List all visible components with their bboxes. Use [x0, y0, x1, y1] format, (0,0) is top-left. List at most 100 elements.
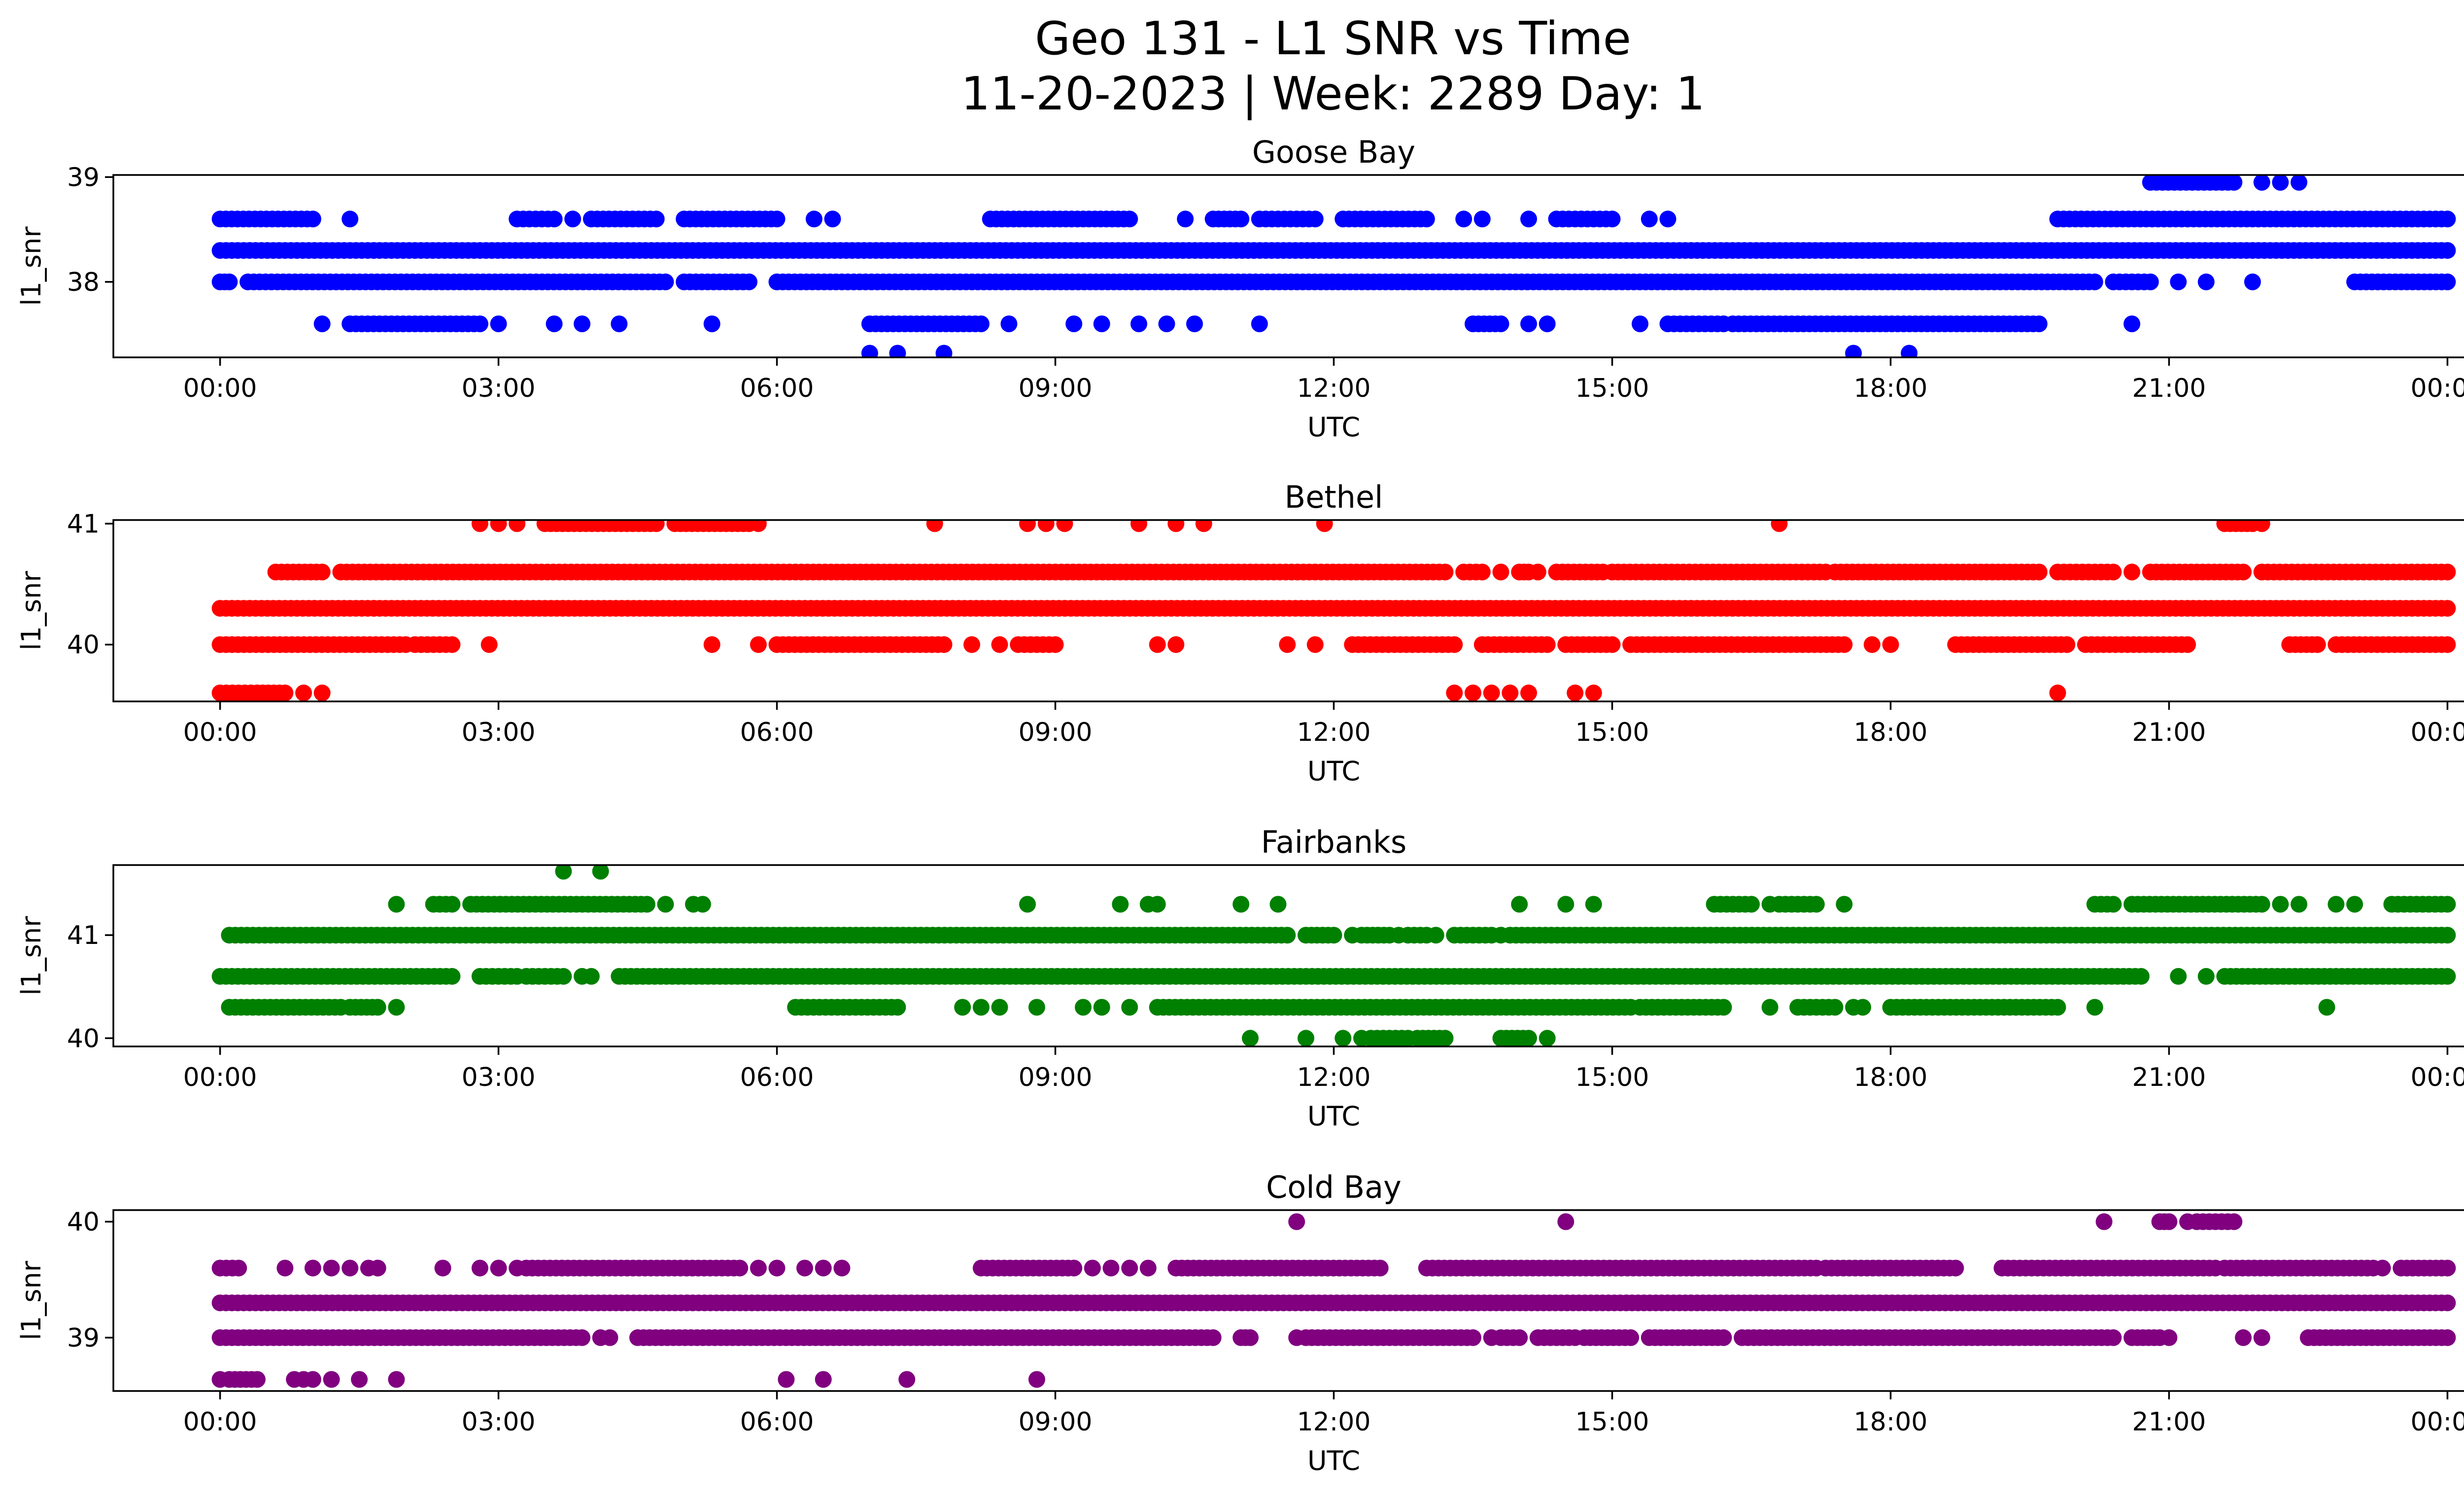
data-point: [1019, 896, 1036, 913]
data-point: [2197, 968, 2215, 985]
data-point: [1084, 1259, 1101, 1277]
data-point: [1047, 636, 1064, 653]
data-point: [778, 1371, 795, 1388]
data-point: [2225, 1213, 2243, 1230]
x-tick-label: 03:00: [462, 1407, 536, 1437]
data-point: [2318, 999, 2335, 1016]
x-tick-label: 15:00: [1575, 1063, 1649, 1092]
figure-title-line1: Geo 131 - L1 SNR vs Time: [1035, 12, 1631, 65]
data-point: [1158, 315, 1175, 332]
y-tick-label: 41: [67, 921, 100, 950]
x-tick-label: 12:00: [1297, 1407, 1371, 1437]
y-tick-label: 38: [67, 268, 100, 297]
x-tick-label: 00:00: [183, 1063, 257, 1092]
data-point: [1483, 684, 1500, 701]
plot-area: [113, 865, 2464, 1046]
data-point: [1836, 636, 1853, 653]
data-point: [1492, 315, 1509, 332]
data-point: [2439, 1294, 2456, 1312]
data-point: [1121, 210, 1138, 228]
subplot-fairbanks: 00:00 03:00 06:00 09:00 12:00 15:00 18:00 21:00…: [16, 824, 2464, 1132]
data-point: [898, 1371, 916, 1388]
data-point: [1056, 520, 1073, 532]
data-point: [2244, 273, 2261, 290]
data-point: [1826, 999, 1844, 1016]
data-point: [1492, 563, 1509, 581]
data-point: [1771, 520, 1788, 532]
data-point: [1298, 1030, 1314, 1046]
data-point: [1520, 1030, 1537, 1046]
y-axis-label: l1_snr: [16, 1260, 47, 1340]
data-point: [230, 1259, 247, 1277]
data-point: [2225, 175, 2243, 191]
data-point: [1251, 315, 1268, 332]
data-point: [471, 1259, 488, 1277]
data-point: [1520, 684, 1537, 701]
data-point: [1325, 927, 1342, 944]
data-point: [2179, 636, 2196, 653]
data-point: [954, 999, 971, 1016]
data-point: [323, 1371, 340, 1388]
data-point: [1743, 896, 1760, 913]
data-point: [657, 273, 674, 290]
data-point: [1065, 1259, 1083, 1277]
data-point: [2439, 563, 2456, 581]
data-point: [211, 1371, 229, 1388]
data-point: [342, 1259, 359, 1277]
x-tick-label: 21:00: [2132, 1063, 2206, 1092]
data-point: [2058, 636, 2076, 653]
data-point: [592, 865, 609, 880]
data-point: [555, 865, 572, 880]
data-point: [2235, 563, 2252, 581]
data-point: [276, 1259, 294, 1277]
data-point: [1455, 210, 1472, 228]
data-point: [444, 636, 461, 653]
x-tick-label: 21:00: [2132, 374, 2206, 403]
subplot-bethel: 00:00 03:00 06:00 09:00 12:00 15:00 18:00 21:00…: [16, 479, 2464, 787]
data-point: [388, 896, 405, 913]
data-point: [1863, 636, 1881, 653]
data-point: [2439, 210, 2456, 228]
x-tick-label: 09:00: [1019, 718, 1093, 747]
data-point: [2439, 636, 2456, 653]
data-point: [1242, 1030, 1259, 1046]
data-point: [1465, 684, 1481, 701]
data-point: [1288, 1329, 1305, 1346]
data-point: [703, 636, 720, 653]
data-point: [796, 1259, 813, 1277]
y-tick-label: 39: [67, 163, 100, 192]
x-tick-label: 06:00: [740, 1063, 814, 1092]
data-point: [1585, 684, 1602, 701]
data-point: [750, 520, 767, 532]
y-tick-label: 39: [67, 1323, 100, 1353]
x-tick-label: 06:00: [740, 1407, 814, 1437]
data-point: [2291, 175, 2308, 191]
data-point: [1279, 927, 1296, 944]
data-point: [1121, 999, 1138, 1016]
data-point: [1808, 896, 1825, 913]
data-point: [750, 1259, 767, 1277]
data-point: [2105, 563, 2122, 581]
data-point: [889, 999, 906, 1016]
x-tick-label: 00:00: [183, 374, 257, 403]
data-point: [805, 210, 822, 228]
data-point: [509, 1259, 526, 1277]
data-point: [972, 999, 990, 1016]
data-point: [1335, 1030, 1352, 1046]
data-point: [2132, 968, 2150, 985]
data-point: [648, 210, 665, 228]
y-tick-label: 40: [67, 1024, 100, 1053]
data-point: [1632, 315, 1648, 332]
data-point: [313, 563, 331, 581]
data-point: [1437, 563, 1454, 581]
data-point: [2291, 896, 2308, 913]
x-tick-label: 09:00: [1019, 374, 1093, 403]
data-point: [1028, 999, 1045, 1016]
data-point: [1390, 927, 1407, 944]
data-point: [1446, 636, 1463, 653]
data-point: [1019, 520, 1036, 532]
data-point: [1130, 520, 1147, 532]
data-point: [2160, 1329, 2178, 1346]
data-point: [1102, 1259, 1120, 1277]
data-point: [2439, 927, 2456, 944]
